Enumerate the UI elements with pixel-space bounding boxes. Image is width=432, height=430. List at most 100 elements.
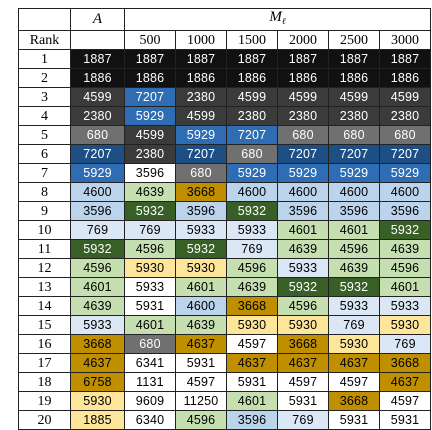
value-cell: 3596	[124, 163, 176, 183]
value-cell: 5932	[175, 239, 227, 259]
rank-cell: 11	[18, 239, 71, 259]
value-cell: 769	[124, 220, 176, 240]
value-cell: 7207	[175, 144, 227, 164]
value-cell: 5930	[70, 391, 125, 411]
value-cell: 4639	[277, 239, 329, 259]
table-row: 18 6758 1131 4597 5931 4597 4597 4637	[18, 372, 431, 392]
value-cell: 1887	[124, 49, 176, 69]
value-cell: 4599	[124, 125, 176, 145]
rank-cell: 17	[18, 353, 71, 373]
value-cell: 5929	[226, 163, 278, 183]
value-cell: 4596	[277, 296, 329, 316]
value-cell: 5931	[226, 372, 278, 392]
table-row: 9 3596 5932 3596 5932 3596 3596 3596	[18, 201, 431, 221]
value-cell: 1886	[277, 68, 329, 88]
rank-cell: 18	[18, 372, 71, 392]
value-cell: 3596	[277, 201, 329, 221]
value-cell: 4600	[175, 296, 227, 316]
table-row: 12 4596 5930 5930 4596 5933 4639 4596	[18, 258, 431, 278]
value-cell: 4601	[226, 391, 278, 411]
value-cell: 5933	[277, 258, 329, 278]
value-cell: 1887	[379, 49, 431, 69]
rank-cell: 16	[18, 334, 71, 354]
value-cell: 4639	[328, 258, 380, 278]
value-cell: 4601	[124, 315, 176, 335]
value-cell: 4637	[70, 353, 125, 373]
value-cell: 4639	[379, 239, 431, 259]
value-cell: 769	[226, 239, 278, 259]
value-cell: 5932	[226, 201, 278, 221]
value-cell: 4600	[379, 182, 431, 202]
table-row: 4 2380 5929 4599 2380 2380 2380 2380	[18, 106, 431, 126]
value-cell: 5931	[379, 410, 431, 430]
value-cell: 3668	[175, 182, 227, 202]
value-cell: 4597	[379, 391, 431, 411]
table-row: 11 5932 4596 5932 769 4639 4596 4639	[18, 239, 431, 259]
value-cell: 5931	[328, 410, 380, 430]
value-cell: 1886	[379, 68, 431, 88]
rank-cell: 9	[18, 201, 71, 221]
table-row: 13 4601 5933 4601 4639 5932 5932 4601	[18, 277, 431, 297]
value-cell: 1887	[70, 49, 125, 69]
table-row: 14 4639 5931 4600 3668 4596 5933 5933	[18, 296, 431, 316]
header-m-500: 500	[124, 30, 176, 50]
rank-cell: 15	[18, 315, 71, 335]
rank-cell: 4	[18, 106, 71, 126]
value-cell: 3596	[226, 410, 278, 430]
value-cell: 4639	[124, 182, 176, 202]
value-cell: 5930	[277, 315, 329, 335]
value-cell: 4601	[70, 277, 125, 297]
ranking-table-container: A Mℓ Rank 500 1000 1500 2000 2500 3000 1…	[18, 8, 431, 430]
value-cell: 9609	[124, 391, 176, 411]
value-cell: 5929	[124, 106, 176, 126]
value-cell: 4599	[226, 87, 278, 107]
value-cell: 5930	[124, 258, 176, 278]
table-row: 7 5929 3596 680 5929 5929 5929 5929	[18, 163, 431, 183]
value-cell: 4637	[226, 353, 278, 373]
value-cell: 1131	[124, 372, 176, 392]
table-row: 19 5930 9609 11250 4601 5931 3668 4597	[18, 391, 431, 411]
value-cell: 5932	[379, 220, 431, 240]
table-row: 8 4600 4639 3668 4600 4600 4600 4600	[18, 182, 431, 202]
rank-cell: 5	[18, 125, 71, 145]
header-row-values: Rank 500 1000 1500 2000 2500 3000	[18, 30, 431, 50]
value-cell: 2380	[124, 144, 176, 164]
value-cell: 2380	[226, 106, 278, 126]
table-row: 6 7207 2380 7207 680 7207 7207 7207	[18, 144, 431, 164]
value-cell: 5933	[379, 296, 431, 316]
value-cell: 1887	[226, 49, 278, 69]
value-cell: 5933	[328, 296, 380, 316]
table-row: 5 680 4599 5929 7207 680 680 680	[18, 125, 431, 145]
value-cell: 4600	[277, 182, 329, 202]
value-cell: 3668	[379, 353, 431, 373]
value-cell: 7207	[328, 144, 380, 164]
value-cell: 7207	[379, 144, 431, 164]
value-cell: 1887	[328, 49, 380, 69]
value-cell: 4599	[70, 87, 125, 107]
value-cell: 4601	[328, 220, 380, 240]
value-cell: 5929	[175, 125, 227, 145]
value-cell: 5932	[328, 277, 380, 297]
value-cell: 2380	[379, 106, 431, 126]
value-cell: 5932	[277, 277, 329, 297]
value-cell: 4639	[70, 296, 125, 316]
header-m-1500: 1500	[226, 30, 278, 50]
value-cell: 5930	[328, 334, 380, 354]
value-cell: 4601	[379, 277, 431, 297]
value-cell: 6341	[124, 353, 176, 373]
value-cell: 2380	[328, 106, 380, 126]
rank-cell: 10	[18, 220, 71, 240]
value-cell: 5929	[379, 163, 431, 183]
value-cell: 5932	[124, 201, 176, 221]
value-cell: 4599	[328, 87, 380, 107]
rank-cell: 19	[18, 391, 71, 411]
value-cell: 680	[70, 125, 125, 145]
value-cell: 3668	[226, 296, 278, 316]
value-cell: 680	[379, 125, 431, 145]
value-cell: 7207	[70, 144, 125, 164]
header-a-empty	[70, 30, 125, 50]
value-cell: 1886	[124, 68, 176, 88]
value-cell: 4599	[277, 87, 329, 107]
value-cell: 1886	[226, 68, 278, 88]
rank-cell: 20	[18, 410, 71, 430]
